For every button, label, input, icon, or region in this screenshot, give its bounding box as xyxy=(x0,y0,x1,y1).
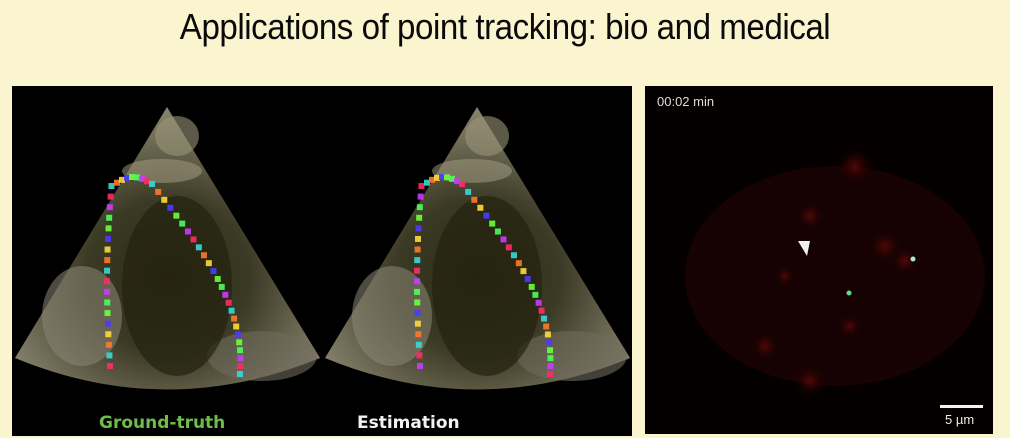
ultrasound-panel: Ground-truth Estimation xyxy=(12,86,632,436)
scale-bar-label: 5 µm xyxy=(945,412,975,427)
tracked-particle-2 xyxy=(846,290,852,296)
slide-title: Applications of point tracking: bio and … xyxy=(179,6,831,47)
microscopy-panel: 00:02 min 5 µm xyxy=(645,86,993,434)
ultrasound-cones-image xyxy=(15,107,630,390)
tracked-particle-1 xyxy=(910,256,916,262)
ground-truth-cone xyxy=(15,107,320,390)
estimation-cone xyxy=(325,107,630,390)
timestamp-label: 00:02 min xyxy=(657,94,715,109)
arrowhead-marker-icon xyxy=(798,241,810,256)
microscopy-image xyxy=(685,148,985,397)
scale-bar xyxy=(940,405,983,408)
ground-truth-label: Ground-truth xyxy=(99,413,226,433)
estimation-label: Estimation xyxy=(357,413,460,433)
